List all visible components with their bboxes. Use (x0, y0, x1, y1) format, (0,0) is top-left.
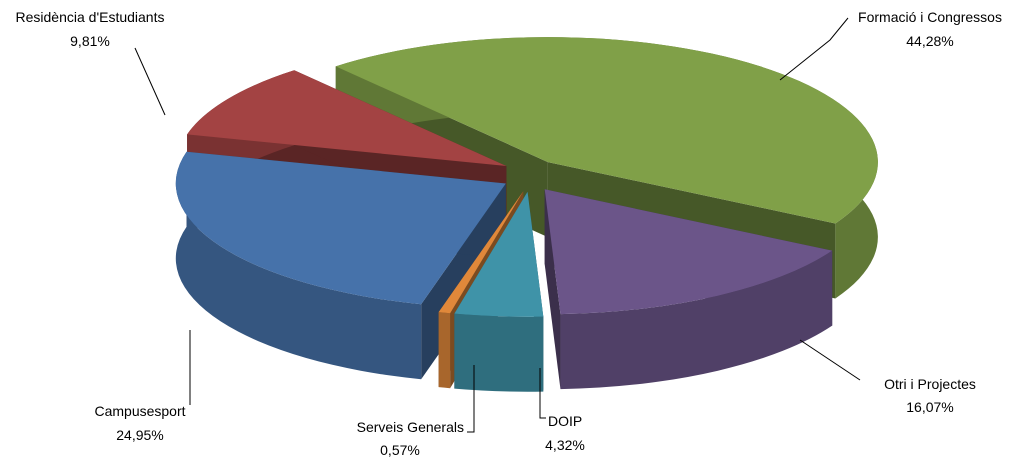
leader-line (779, 17, 849, 81)
slice-side (544, 189, 561, 390)
value-label: 9,81% (70, 33, 110, 49)
slice-label: Campusesport (94, 403, 185, 419)
slice-top (335, 37, 878, 224)
slice-top (438, 191, 524, 314)
slice (544, 189, 833, 390)
leader-line (799, 339, 861, 381)
slice-label: Serveis Generals (357, 419, 464, 435)
leader-line (134, 47, 166, 116)
value-label: 24,95% (116, 427, 163, 443)
slice-label: Formació i Congressos (858, 9, 1002, 25)
slice-wall (454, 313, 544, 392)
slice-wall (175, 151, 422, 380)
slice-wall (560, 250, 833, 390)
slice-label: Residència d'Estudiants (16, 9, 165, 25)
value-label: 4,32% (545, 437, 585, 453)
value-label: 44,28% (906, 33, 953, 49)
slice (454, 191, 544, 392)
value-label: 16,07% (906, 399, 953, 415)
slice-label: DOIP (548, 413, 582, 429)
pie (175, 37, 878, 392)
slice-label: Otri i Projectes (884, 376, 976, 392)
slice-top (544, 189, 833, 315)
slice-wall (438, 312, 451, 389)
value-label: 0,57% (380, 442, 420, 458)
leader-line (539, 368, 546, 419)
slice-top (454, 191, 544, 317)
slice-top (187, 70, 507, 167)
leader-line (467, 365, 475, 433)
slice-top (175, 151, 506, 305)
